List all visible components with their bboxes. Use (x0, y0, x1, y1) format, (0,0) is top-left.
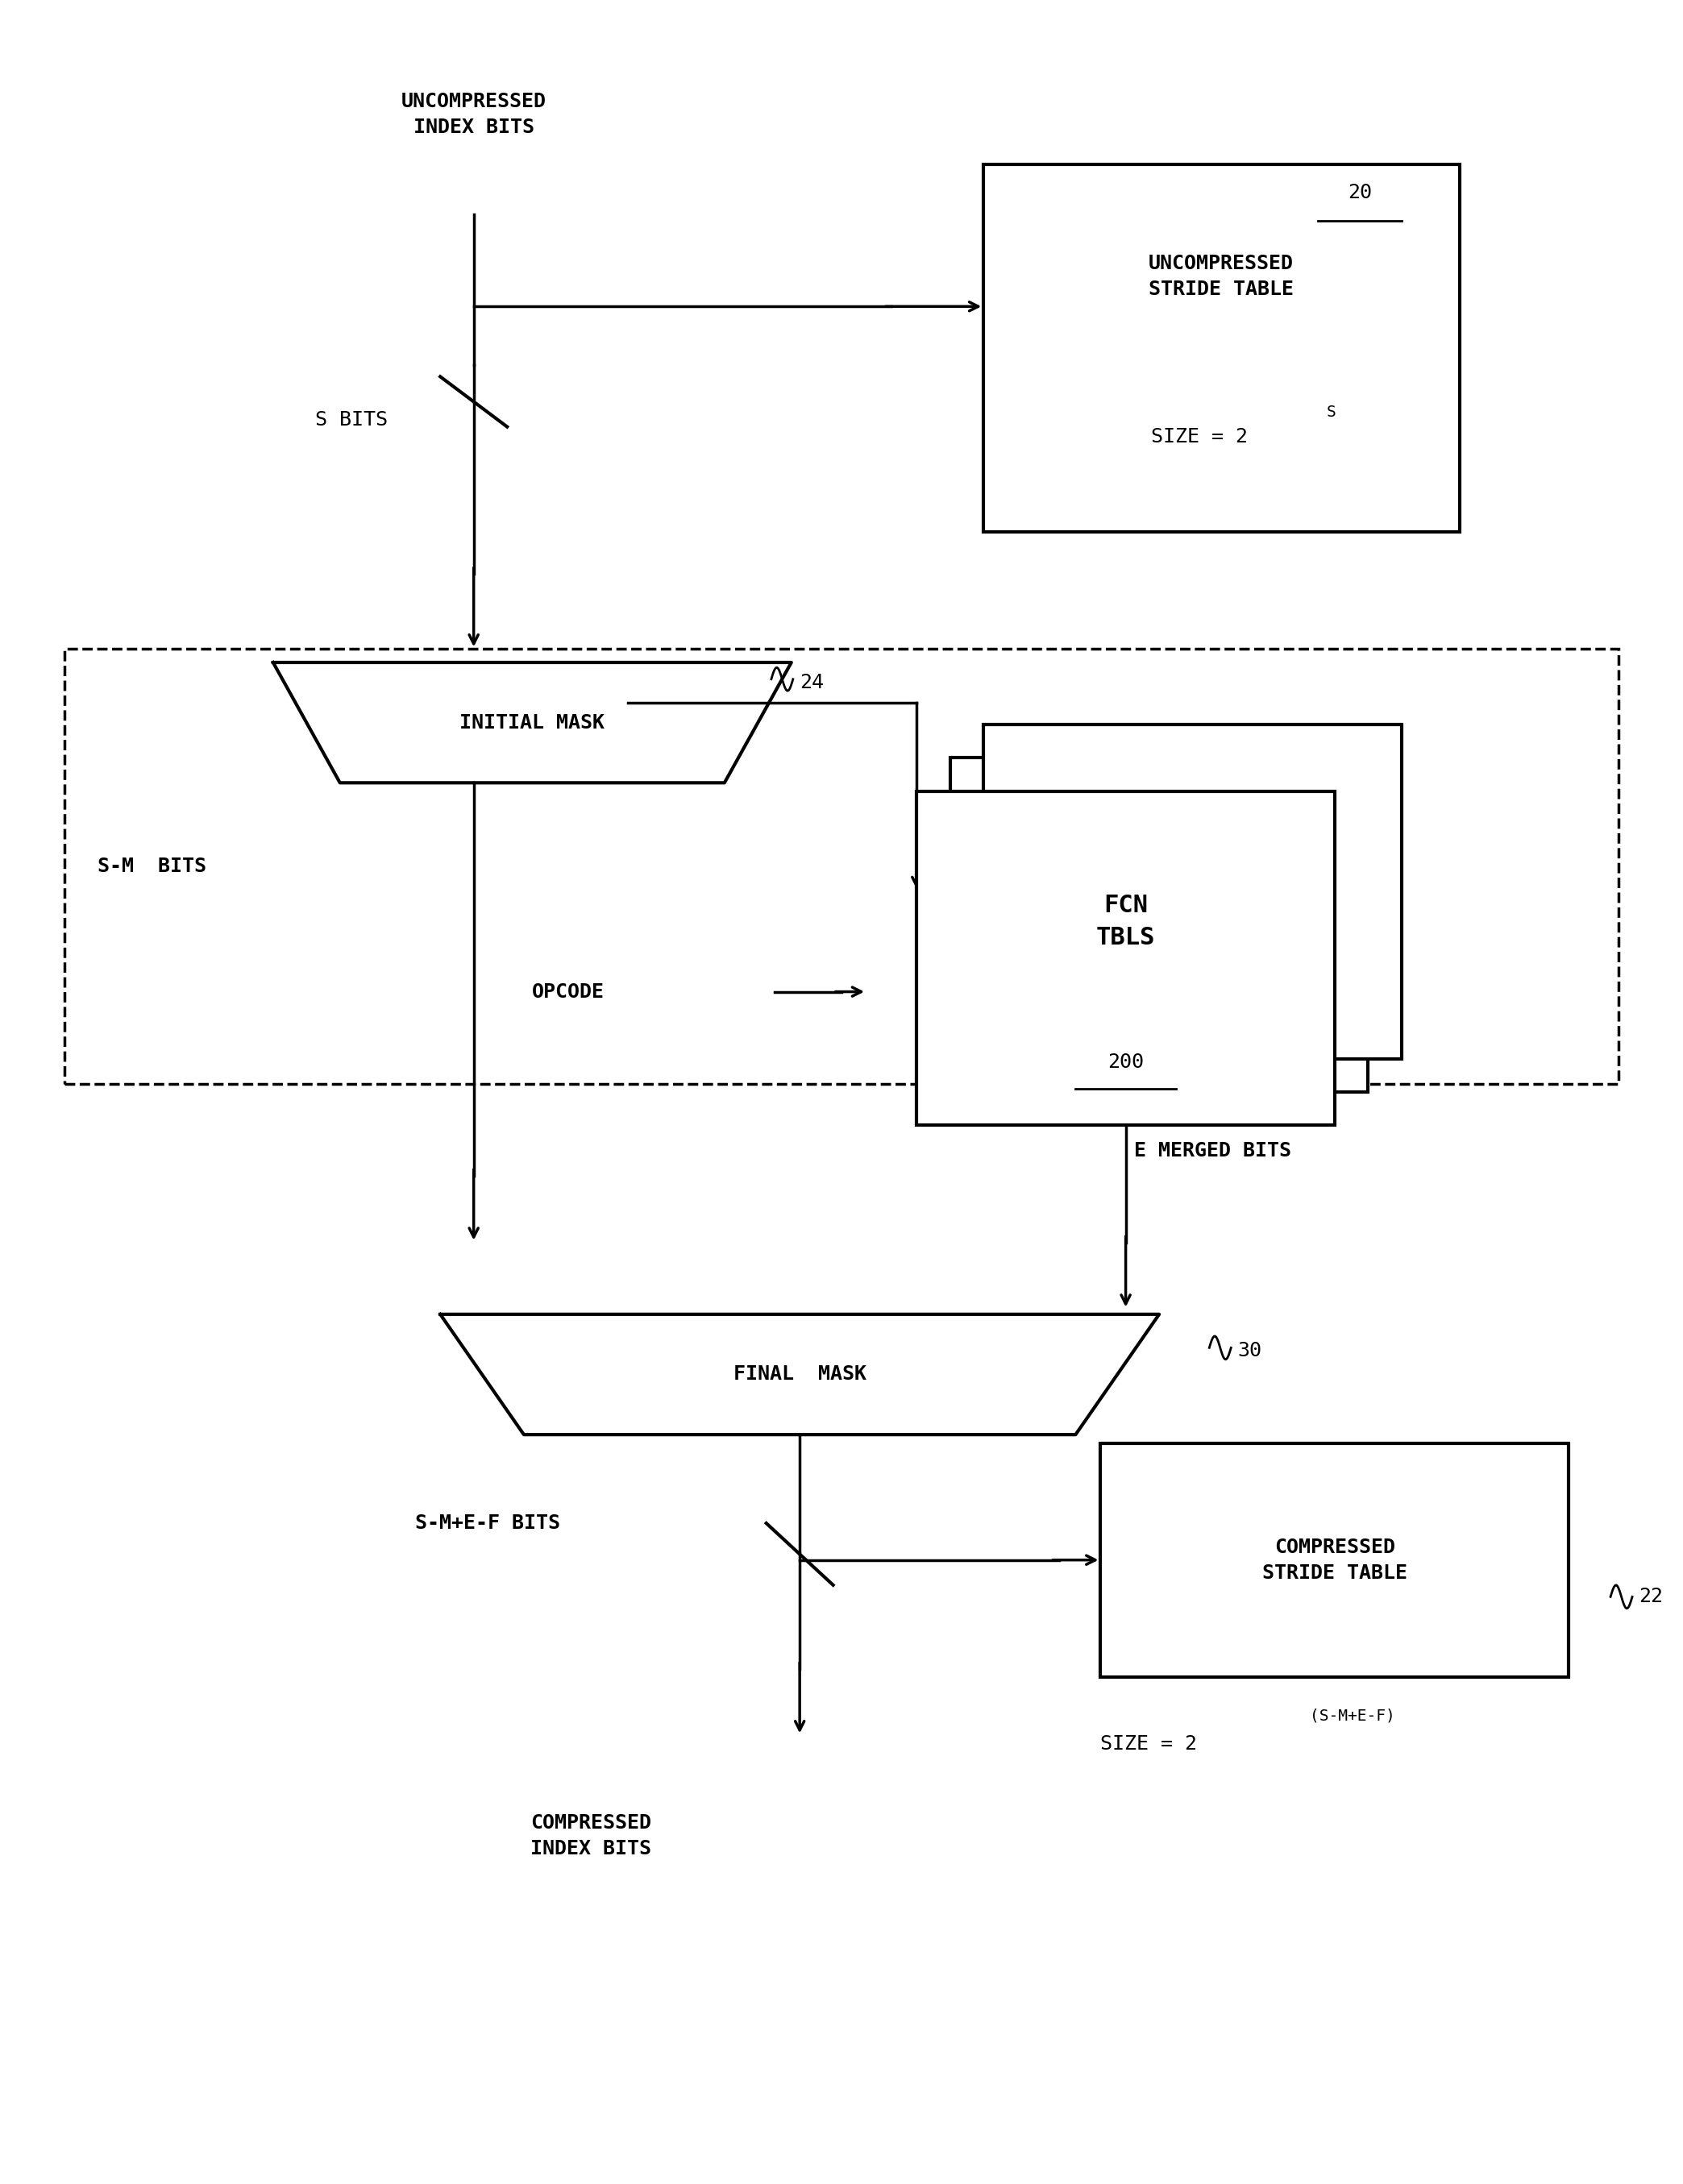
Text: OPCODE: OPCODE (532, 983, 604, 1002)
Text: SIZE = 2: SIZE = 2 (1151, 428, 1247, 446)
Text: 200: 200 (1107, 1053, 1144, 1072)
Polygon shape (273, 662, 791, 782)
Text: S BITS: S BITS (315, 411, 387, 430)
Bar (1101, 1444, 1569, 1677)
Text: FINAL  MASK: FINAL MASK (734, 1365, 867, 1385)
Text: 24: 24 (799, 673, 825, 692)
Text: SIZE = 2: SIZE = 2 (1101, 1734, 1197, 1754)
Text: S-M+E-F BITS: S-M+E-F BITS (416, 1514, 560, 1533)
Text: FCN
TBLS: FCN TBLS (1096, 893, 1155, 950)
Bar (917, 791, 1335, 1125)
Text: COMPRESSED
STRIDE TABLE: COMPRESSED STRIDE TABLE (1262, 1538, 1407, 1583)
Text: UNCOMPRESSED
STRIDE TABLE: UNCOMPRESSED STRIDE TABLE (1148, 253, 1294, 299)
Bar (983, 164, 1461, 533)
Bar (983, 725, 1402, 1059)
Text: 22: 22 (1639, 1588, 1663, 1607)
Text: COMPRESSED
INDEX BITS: COMPRESSED INDEX BITS (530, 1813, 651, 1859)
Text: (S-M+E-F): (S-M+E-F) (1309, 1708, 1395, 1723)
Text: S: S (1326, 404, 1336, 419)
Text: UNCOMPRESSED
INDEX BITS: UNCOMPRESSED INDEX BITS (401, 92, 547, 138)
Text: INITIAL MASK: INITIAL MASK (459, 712, 604, 732)
Text: E MERGED BITS: E MERGED BITS (1134, 1140, 1291, 1160)
Polygon shape (441, 1315, 1160, 1435)
Bar (64, 649, 1619, 1083)
Text: S-M  BITS: S-M BITS (98, 856, 207, 876)
Text: 30: 30 (1237, 1341, 1262, 1361)
Text: 20: 20 (1348, 183, 1372, 203)
Bar (951, 758, 1368, 1092)
